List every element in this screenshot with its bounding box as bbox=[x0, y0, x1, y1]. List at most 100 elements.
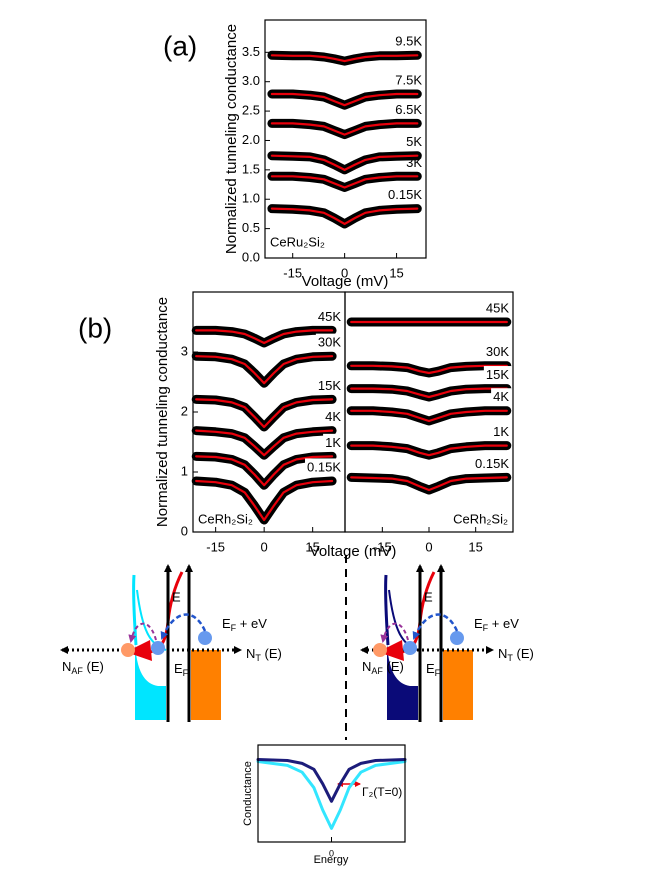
diagram-label: E bbox=[172, 589, 181, 604]
label-bg bbox=[473, 454, 512, 472]
x-axis-label: Energy bbox=[314, 854, 349, 866]
fit-line bbox=[270, 54, 419, 63]
fit-line bbox=[195, 429, 334, 457]
tunnel-arrow bbox=[412, 613, 459, 640]
label-rest: (E) bbox=[513, 646, 534, 661]
fit-line bbox=[350, 476, 508, 492]
label-sub: F bbox=[483, 623, 489, 633]
panel-label: (a) bbox=[163, 30, 197, 61]
diagram-label: EF + eV bbox=[474, 616, 519, 633]
fit-line bbox=[350, 387, 508, 399]
data-line bbox=[346, 406, 512, 426]
data-line bbox=[191, 426, 337, 460]
label-bg bbox=[483, 343, 512, 361]
shapes bbox=[360, 564, 494, 722]
red-arrow bbox=[126, 640, 152, 661]
fit-line bbox=[270, 92, 419, 107]
label-main: N bbox=[246, 646, 255, 661]
chart: 45K 30K 15K 4K 1K 0.15K -15 0 15 0 1 2 3 Normalized t… bbox=[154, 291, 396, 560]
dos-fill bbox=[135, 640, 166, 720]
series-label: 45K bbox=[486, 300, 509, 315]
tip-dos bbox=[443, 650, 473, 720]
label-rest: + eV bbox=[236, 616, 267, 631]
data-line bbox=[267, 204, 422, 229]
x-tick-label: 15 bbox=[468, 539, 482, 554]
data-line bbox=[191, 394, 337, 432]
series-label: 3K bbox=[406, 155, 422, 170]
series-label: 4K bbox=[493, 389, 509, 404]
label-rest: (E) bbox=[83, 659, 104, 674]
label-main: N bbox=[62, 659, 71, 674]
y-tick-label: 3.0 bbox=[242, 73, 260, 88]
data-line bbox=[256, 760, 407, 830]
series-label: 6.5K bbox=[395, 102, 422, 117]
label-bg bbox=[323, 408, 344, 426]
shapes bbox=[60, 564, 242, 722]
series-label: 1K bbox=[325, 435, 341, 450]
y-axis-label: Normalized tunneling conductance bbox=[154, 297, 171, 527]
chart: 0 Conductance Energy Γ₂(T=0) bbox=[242, 744, 407, 866]
fit-line bbox=[195, 479, 334, 522]
tip-dos bbox=[191, 650, 221, 720]
state bbox=[450, 631, 464, 645]
series-label: 0.15K bbox=[475, 456, 509, 471]
label-main: E bbox=[474, 616, 483, 631]
diagram-label: NT (E) bbox=[498, 646, 534, 663]
label-sub: T bbox=[507, 653, 513, 663]
state bbox=[403, 641, 417, 655]
y-tick-label: 0.0 bbox=[242, 249, 260, 264]
dos-fill bbox=[387, 640, 418, 720]
diagram-label: EF bbox=[426, 661, 441, 678]
state bbox=[121, 643, 135, 657]
label-bg bbox=[491, 388, 512, 406]
state bbox=[373, 643, 387, 657]
plot-frame bbox=[264, 19, 427, 259]
x-tick-label: -15 bbox=[283, 265, 302, 280]
dos-curve bbox=[388, 589, 419, 651]
label-sub: T bbox=[255, 653, 261, 663]
chart: 9.5K 7.5K 6.5K 5K 3K 0.15K -15 0 15 0.0 0.5 1.0 1.5 2… bbox=[223, 19, 427, 290]
x-tick-label: 0 bbox=[425, 539, 432, 554]
diagram-label: EF + eV bbox=[222, 616, 267, 633]
x-tick-label: -15 bbox=[206, 539, 225, 554]
tunnel-arrow bbox=[128, 622, 157, 643]
label-rest: (E) bbox=[383, 659, 404, 674]
fit-line bbox=[195, 329, 334, 345]
y-axis-label: Conductance bbox=[242, 761, 254, 826]
fit-line bbox=[350, 364, 508, 375]
label-main: E bbox=[174, 661, 183, 676]
dos-red bbox=[149, 571, 184, 654]
dos-curve bbox=[136, 589, 167, 651]
series-label: 4K bbox=[325, 409, 341, 424]
data-line bbox=[267, 171, 422, 192]
series-label: 9.5K bbox=[395, 34, 422, 49]
y-tick-label: 3.5 bbox=[242, 44, 260, 59]
tunnel-arrow bbox=[380, 622, 409, 643]
diagram-label: NT (E) bbox=[246, 646, 282, 663]
data-line bbox=[346, 472, 512, 495]
series-label: 30K bbox=[486, 344, 509, 359]
y-tick-label: 3 bbox=[181, 343, 188, 358]
x-axis-label: Voltage (mV) bbox=[302, 273, 389, 290]
annotation: CeRh₂Si₂ bbox=[198, 511, 253, 526]
y-tick-label: 1.5 bbox=[242, 161, 260, 176]
fit-line bbox=[270, 207, 419, 225]
data-line bbox=[346, 441, 512, 460]
fit-line bbox=[195, 455, 334, 487]
series-label: 30K bbox=[318, 335, 341, 350]
annotation: CeRu₂Si₂ bbox=[270, 234, 325, 249]
state bbox=[151, 641, 165, 655]
diagram-label: E bbox=[424, 589, 433, 604]
diagram-label: NAF (E) bbox=[62, 659, 104, 676]
series-label: 0.15K bbox=[388, 187, 422, 202]
panel-label: (b) bbox=[78, 312, 112, 343]
series-label: 0.15K bbox=[307, 459, 341, 474]
series-label: 5K bbox=[406, 134, 422, 149]
label-rest: + eV bbox=[488, 616, 519, 631]
fit-line bbox=[195, 355, 334, 385]
label-main: N bbox=[362, 659, 371, 674]
fit-line bbox=[270, 175, 419, 189]
